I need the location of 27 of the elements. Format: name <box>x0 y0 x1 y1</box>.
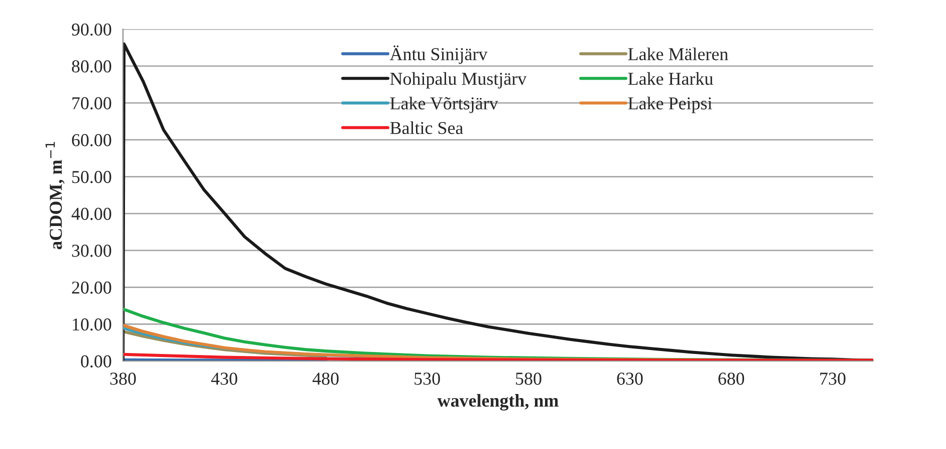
x-tick-label: 580 <box>516 372 542 385</box>
x-tick-label: 530 <box>414 372 440 385</box>
legend-label: Lake Võrtsjärv <box>390 96 498 114</box>
y-tick-label: 30.00 <box>72 244 112 257</box>
legend-label: Nohipalu Mustjärv <box>390 72 527 89</box>
x-tick-label: 380 <box>110 372 136 385</box>
x-tick-label: 730 <box>820 372 846 385</box>
legend-label: Lake Mäleren <box>628 48 728 60</box>
x-tick-label: 480 <box>312 372 339 385</box>
y-tick-label: 70.00 <box>72 97 112 110</box>
y-tick-label: 20.00 <box>72 282 112 294</box>
x-tick-label: 630 <box>617 372 643 385</box>
x-tick-label: 430 <box>211 372 238 385</box>
y-tick-label: 90.00 <box>72 23 112 36</box>
y-tick-label: 0.00 <box>80 355 112 368</box>
legend-label: Äntu Sinijärv <box>390 45 488 64</box>
x-tick-label: 680 <box>718 372 744 385</box>
x-axis-title: wavelength, nm <box>437 394 558 411</box>
y-tick-label: 40.00 <box>72 208 112 220</box>
y-tick-label: 50.00 <box>72 170 112 184</box>
legend-label: Lake Harku <box>628 72 714 85</box>
y-axis-title: aCDOM, m$^{−1}$ <box>46 142 65 250</box>
legend-label: Baltic Sea <box>390 121 464 134</box>
y-tick-label: 80.00 <box>72 60 112 73</box>
y-tick-label: 10.00 <box>72 318 112 331</box>
legend-label: Lake Peipsi <box>628 96 712 114</box>
y-tick-label: 60.00 <box>72 134 112 146</box>
